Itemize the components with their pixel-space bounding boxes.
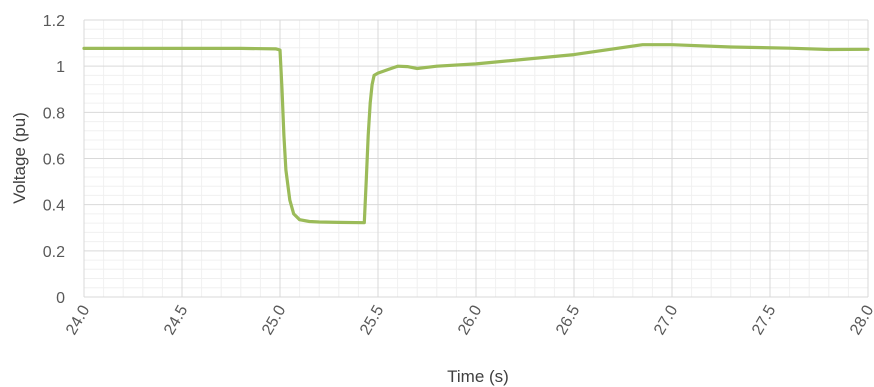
x-tick-label: 25.0 [259, 302, 289, 338]
y-tick-label: 0 [56, 290, 65, 307]
x-tick-label: 24.5 [161, 302, 191, 338]
x-tick-label: 26.5 [553, 302, 583, 338]
x-axis-title: Time (s) [447, 367, 509, 386]
voltage-series-line [82, 43, 870, 225]
y-tick-labels: 0 0.2 0.4 0.6 0.8 1 1.2 [43, 13, 65, 307]
x-tick-label: 24.0 [63, 302, 93, 338]
series-layer [82, 43, 870, 225]
y-axis-title: Voltage (pu) [10, 112, 29, 204]
x-tick-label: 25.5 [357, 302, 387, 338]
y-tick-label: 0.2 [43, 244, 65, 261]
y-tick-label: 0.8 [43, 105, 65, 122]
x-tick-label: 26.0 [455, 302, 485, 338]
y-tick-label: 0.6 [43, 152, 65, 169]
x-tick-label: 28.0 [847, 302, 874, 338]
x-tick-label: 27.0 [651, 302, 681, 338]
x-tick-label: 27.5 [749, 302, 779, 338]
major-gridlines [83, 19, 869, 298]
y-tick-label: 1 [56, 59, 65, 76]
x-tick-labels: 24.0 24.5 25.0 25.5 26.0 26.5 27.0 27.5 28.0 [63, 302, 874, 338]
y-tick-label: 0.4 [43, 198, 65, 215]
y-tick-label: 1.2 [43, 13, 65, 30]
